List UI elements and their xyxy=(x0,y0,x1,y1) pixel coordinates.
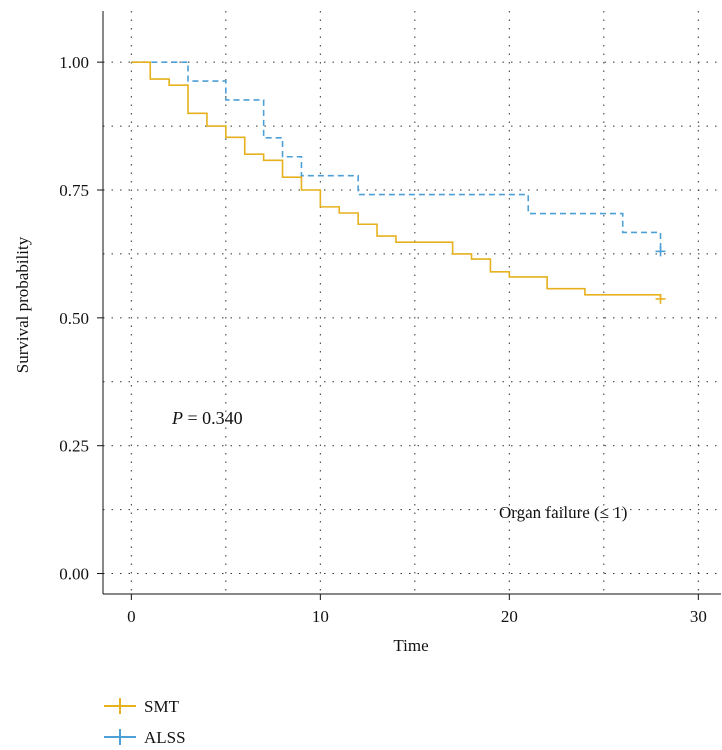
survival-curve-alss xyxy=(131,61,662,252)
legend-item-alss: ALSS xyxy=(104,728,186,747)
y-tick-label: 0.00 xyxy=(59,565,89,584)
legend-item-smt: SMT xyxy=(104,697,180,716)
pvalue-annotation: P = 0.340 xyxy=(171,408,243,428)
subset-annotation: Organ failure (≤ 1) xyxy=(499,503,627,522)
x-tick-label: 20 xyxy=(501,607,518,626)
pvalue-value: = 0.340 xyxy=(183,408,243,428)
legend: SMT ALSS xyxy=(104,697,186,747)
grid xyxy=(103,11,721,594)
censor-mark-alss xyxy=(655,246,666,257)
x-tick-label: 10 xyxy=(312,607,329,626)
survival-curve-smt xyxy=(131,61,662,299)
legend-label-smt: SMT xyxy=(144,697,180,716)
y-tick-label: 0.50 xyxy=(59,309,89,328)
y-tick-label: 0.75 xyxy=(59,181,89,200)
series-layer xyxy=(131,61,666,304)
y-tick-label: 1.00 xyxy=(59,53,89,72)
axes: 0 10 20 30 0.00 0.25 0.50 0.75 1.00 xyxy=(59,11,721,626)
legend-label-alss: ALSS xyxy=(144,728,186,747)
x-tick-label: 0 xyxy=(127,607,136,626)
x-tick-label: 30 xyxy=(690,607,707,626)
y-axis-label: Survival probability xyxy=(13,236,32,373)
y-tick-label: 0.25 xyxy=(59,437,89,456)
pvalue-label: P xyxy=(171,408,183,428)
censor-mark-smt xyxy=(655,293,666,304)
x-axis-label: Time xyxy=(393,636,428,655)
